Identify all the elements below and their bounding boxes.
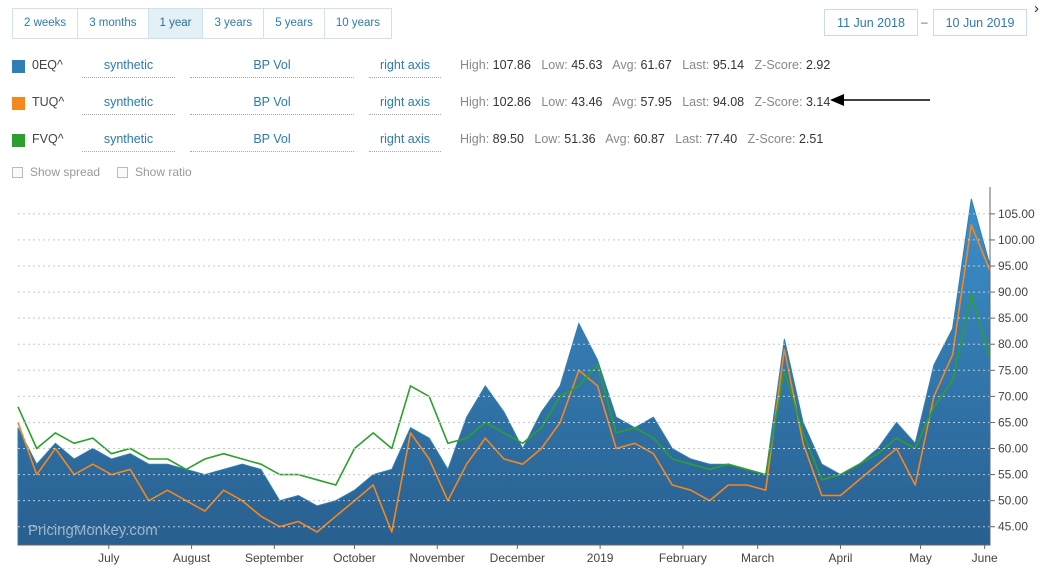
measure-dropdown[interactable]: BP Vol: [190, 95, 354, 115]
series-stats: High: 89.50 Low: 51.36 Avg: 60.87 Last: …: [460, 132, 823, 146]
date-separator: –: [921, 15, 928, 29]
series-ticker: FVQ^: [32, 132, 64, 146]
range-tab[interactable]: 3 months: [78, 9, 149, 38]
range-tab[interactable]: 5 years: [264, 9, 325, 38]
stat-label: High:: [460, 132, 490, 146]
series-ticker: TUQ^: [32, 95, 65, 109]
stat-avg: 61.67: [640, 58, 672, 72]
y-tick-label: 60.00: [998, 442, 1028, 456]
stat-label: Z-Score:: [754, 58, 803, 72]
date-to-field[interactable]: 10 Jun 2019: [933, 9, 1027, 36]
stat-label: Last:: [682, 58, 710, 72]
y-tick-label: 80.00: [998, 337, 1028, 351]
series-ticker: 0EQ^: [32, 58, 63, 72]
stat-last: 77.40: [705, 132, 738, 146]
show-ratio-label: Show ratio: [135, 165, 192, 179]
stat-label: Low:: [534, 132, 561, 146]
x-tick-label: August: [173, 551, 211, 565]
axis-dropdown[interactable]: right axis: [369, 132, 441, 152]
y-tick-label: 65.00: [998, 415, 1028, 429]
y-tick-label: 70.00: [998, 389, 1028, 403]
stat-high: 107.86: [492, 58, 531, 72]
axis-dropdown[interactable]: right axis: [369, 95, 441, 115]
x-tick-label: May: [909, 551, 932, 565]
series-stats: High: 107.86 Low: 45.63 Avg: 61.67 Last:…: [460, 58, 830, 72]
stat-label: Z-Score:: [747, 132, 796, 146]
stat-label: High:: [460, 58, 490, 72]
stat-label: High:: [460, 95, 490, 109]
series-line-TUQ^: [17, 224, 991, 533]
chevron-right-icon[interactable]: ›: [1034, 0, 1039, 17]
stat-zscore: 2.51: [798, 132, 824, 146]
date-from-field[interactable]: 11 Jun 2018: [824, 9, 918, 36]
x-tick-label: March: [741, 551, 774, 565]
stat-low: 43.46: [571, 95, 603, 109]
stat-label: Low:: [541, 58, 568, 72]
x-tick-label: September: [245, 551, 304, 565]
series-color-swatch[interactable]: [12, 134, 25, 147]
series-color-swatch[interactable]: [12, 60, 25, 73]
series-row: 0EQ^ synthetic BP Vol right axis High: 107.8…: [12, 58, 1042, 78]
measure-dropdown[interactable]: BP Vol: [190, 58, 354, 78]
x-tick-label: December: [490, 551, 545, 565]
stat-last: 94.08: [712, 95, 745, 109]
watermark: PricingMonkey.com: [28, 522, 158, 539]
stat-label: Last:: [675, 132, 703, 146]
y-tick-label: 50.00: [998, 494, 1028, 508]
stat-low: 51.36: [564, 132, 596, 146]
method-dropdown[interactable]: synthetic: [82, 95, 175, 115]
show-spread-checkbox[interactable]: Show spread: [12, 165, 100, 179]
y-tick-label: 95.00: [998, 259, 1028, 273]
method-dropdown[interactable]: synthetic: [82, 132, 175, 152]
x-tick-label: June: [972, 551, 998, 565]
stat-low: 45.63: [571, 58, 603, 72]
y-tick-label: 100.00: [998, 233, 1035, 247]
series-row: TUQ^ synthetic BP Vol right axis High: 102.8…: [12, 95, 1042, 115]
y-tick-label: 75.00: [998, 363, 1028, 377]
x-tick-label: November: [410, 551, 465, 565]
x-tick-label: July: [98, 551, 119, 565]
y-tick-label: 45.00: [998, 520, 1028, 534]
series-stats: High: 102.86 Low: 43.46 Avg: 57.95 Last:…: [460, 95, 830, 109]
stat-label: Avg:: [612, 95, 638, 109]
series-color-swatch[interactable]: [12, 97, 25, 110]
show-spread-label: Show spread: [30, 165, 101, 179]
range-tab[interactable]: 2 weeks: [13, 9, 79, 38]
x-tick-label: April: [828, 551, 852, 565]
volatility-chart[interactable]: 45.00 50.00 55.00 60.00 65.00 70.00 75.00 80.00…: [0, 185, 1046, 573]
y-tick-label: 90.00: [998, 285, 1028, 299]
method-dropdown[interactable]: synthetic: [82, 58, 175, 78]
show-ratio-checkbox[interactable]: Show ratio: [117, 165, 192, 179]
series-line-FVQ^: [17, 293, 991, 486]
arrow-annotation-icon: [830, 94, 930, 106]
stat-label: Avg:: [605, 132, 631, 146]
stat-zscore: 2.92: [805, 58, 831, 72]
stat-zscore: 3.14: [805, 95, 831, 109]
stat-label: Last:: [682, 95, 710, 109]
stat-label: Avg:: [612, 58, 638, 72]
range-tab[interactable]: 1 year: [148, 9, 204, 38]
range-tab[interactable]: 3 years: [203, 9, 265, 38]
y-tick-label: 55.00: [998, 468, 1028, 482]
measure-dropdown[interactable]: BP Vol: [190, 132, 354, 152]
series-row: FVQ^ synthetic BP Vol right axis High: 89.50…: [12, 132, 1042, 152]
y-tick-label: 105.00: [998, 207, 1035, 221]
stat-label: Z-Score:: [754, 95, 803, 109]
stat-avg: 60.87: [633, 132, 665, 146]
axis-dropdown[interactable]: right axis: [369, 58, 441, 78]
range-tabs: 2 weeks 3 months 1 year 3 years 5 years 10 ye…: [12, 8, 393, 39]
y-tick-label: 85.00: [998, 311, 1028, 325]
stat-label: Low:: [541, 95, 568, 109]
stat-high: 102.86: [492, 95, 531, 109]
x-tick-label: February: [659, 551, 707, 565]
checkbox-icon[interactable]: [12, 166, 23, 178]
stat-last: 95.14: [712, 58, 745, 72]
stat-high: 89.50: [492, 132, 524, 146]
x-tick-label: 2019: [587, 551, 614, 565]
stat-avg: 57.95: [640, 95, 672, 109]
x-tick-label: October: [333, 551, 376, 565]
range-tab[interactable]: 10 years: [324, 9, 392, 38]
checkbox-icon[interactable]: [117, 166, 128, 178]
